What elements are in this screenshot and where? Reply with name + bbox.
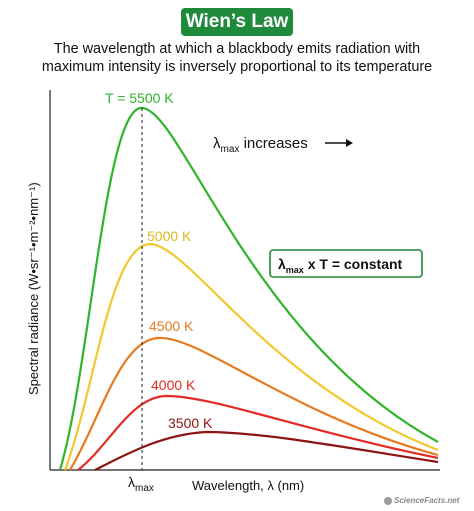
formula-subscript: max [286,265,304,275]
curve-4500k [69,336,439,471]
axis-lambda: λ [128,474,135,490]
curve-label-4500k: 4500 K [149,318,194,334]
curve-3500k [94,430,439,471]
curve-label-3500k: 3500 K [168,415,213,431]
sciencefacts-logo-icon [384,496,392,505]
increases-lambda: λ [213,135,221,152]
axis-lambda-subscript: max [135,483,154,494]
subtitle-line-2: maximum intensity is inversely proportio… [41,59,433,75]
page-title: Wien’s Law [181,8,293,36]
formula-lambda: λ [278,256,286,272]
subtitle-line-1: The wavelength at which a blackbody emit… [53,41,421,57]
credit-text: ScienceFacts.net [394,496,460,505]
subtitle: The wavelength at which a blackbody emit… [0,40,474,76]
increases-text: increases [239,135,307,152]
formula-text: x T = constant [304,256,403,272]
svg-text:λmax x T = constant: λmax x T = constant [278,256,403,275]
x-axis-label: Wavelength, λ (nm) [192,478,304,493]
site-credit: ScienceFacts.net [384,496,459,505]
svg-text:λmax increases: λmax increases [213,135,308,155]
formula-box: λmax x T = constant [269,249,423,278]
y-axis-label: Spectral radiance (W•sr⁻¹•m⁻²•nm⁻¹) [26,182,41,395]
curve-4000k [77,394,439,471]
curve-5000k [63,242,439,471]
lambda-max-axis-label: λmax [128,474,154,494]
curve-label-5500k: T = 5500 K [105,90,174,106]
right-arrow-icon [325,139,353,147]
increases-subscript: max [221,144,240,155]
lambda-increases-annotation: λmax increases [213,135,353,155]
curve-label-5000k: 5000 K [147,228,192,244]
curve-5500k [58,106,439,471]
curve-label-4000k: 4000 K [151,377,196,393]
